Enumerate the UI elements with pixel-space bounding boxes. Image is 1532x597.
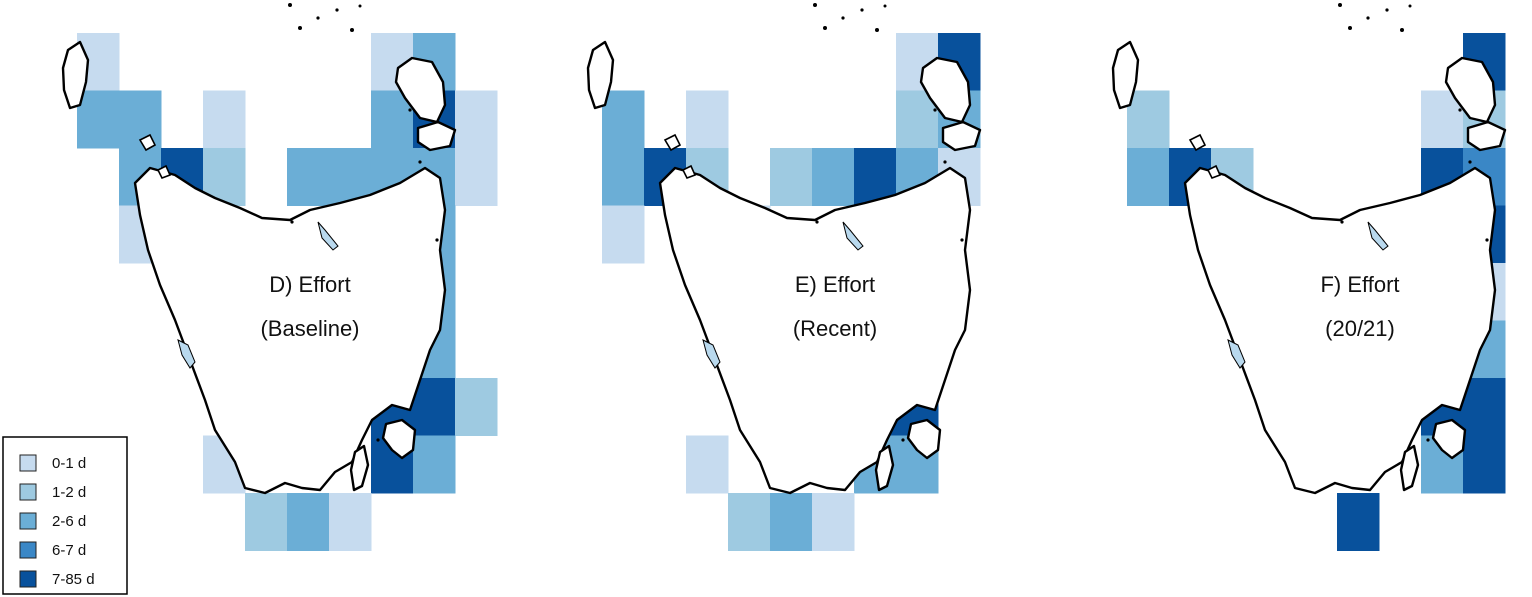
- effort-cell-e-21: [686, 435, 729, 494]
- legend-swatch-1: [19, 483, 37, 501]
- panel-e-title: E) Effort: [795, 272, 875, 297]
- panel-d-title: D) Effort: [269, 272, 351, 297]
- panel-f: F) Effort (20/21): [1111, 1, 1507, 551]
- effort-cell-d-5: [203, 90, 246, 149]
- legend-swatch-4: [19, 570, 37, 588]
- legend-label-2: 2-6 d: [52, 513, 86, 530]
- effort-cell-f-1: [1127, 90, 1170, 149]
- legend-swatch-0: [19, 454, 37, 472]
- legend-label-1: 1-2 d: [52, 484, 86, 501]
- effort-cell-d-27: [245, 493, 288, 551]
- effort-cell-e-6: [602, 148, 645, 206]
- panel-d: D) Effort (Baseline): [61, 1, 498, 551]
- effort-cell-e-10: [812, 148, 855, 206]
- panel-f-subtitle: (20/21): [1325, 316, 1395, 341]
- legend-label-0: 0-1 d: [52, 455, 86, 472]
- effort-cell-d-8: [455, 90, 498, 149]
- effort-cell-f-15: [1463, 435, 1506, 494]
- panel-e: E) Effort (Recent): [586, 1, 982, 551]
- effort-cell-d-22: [413, 378, 456, 436]
- effort-cell-e-24: [728, 493, 771, 551]
- legend-label-4: 7-85 d: [52, 571, 95, 588]
- effort-cell-d-28: [287, 493, 330, 551]
- legend-swatch-2: [19, 512, 37, 530]
- effort-cell-d-23: [455, 378, 498, 436]
- effort-cell-f-13: [1463, 378, 1506, 436]
- effort-cell-d-29: [329, 493, 372, 551]
- effort-cell-f-4: [1127, 148, 1170, 206]
- effort-cell-d-16: [455, 148, 498, 206]
- effort-cell-e-3: [686, 90, 729, 149]
- effort-cell-d-4: [119, 90, 162, 149]
- effort-cell-e-9: [770, 148, 813, 206]
- legend: 0-1 d 1-2 d 2-6 d 6-7 d 7-85 d: [2, 436, 128, 595]
- legend-label-3: 6-7 d: [52, 542, 86, 559]
- effort-cell-e-26: [812, 493, 855, 551]
- effort-cell-e-14: [602, 205, 645, 264]
- legend-swatch-3: [19, 541, 37, 559]
- effort-cell-d-26: [413, 435, 456, 494]
- panel-f-title: F) Effort: [1320, 272, 1399, 297]
- effort-cell-e-2: [602, 90, 645, 149]
- effort-cell-d-3: [77, 90, 120, 149]
- effort-cell-f-16: [1337, 493, 1380, 551]
- panel-d-subtitle: (Baseline): [260, 316, 359, 341]
- effort-cell-e-25: [770, 493, 813, 551]
- effort-cell-d-12: [287, 148, 330, 206]
- panel-e-subtitle: (Recent): [793, 316, 877, 341]
